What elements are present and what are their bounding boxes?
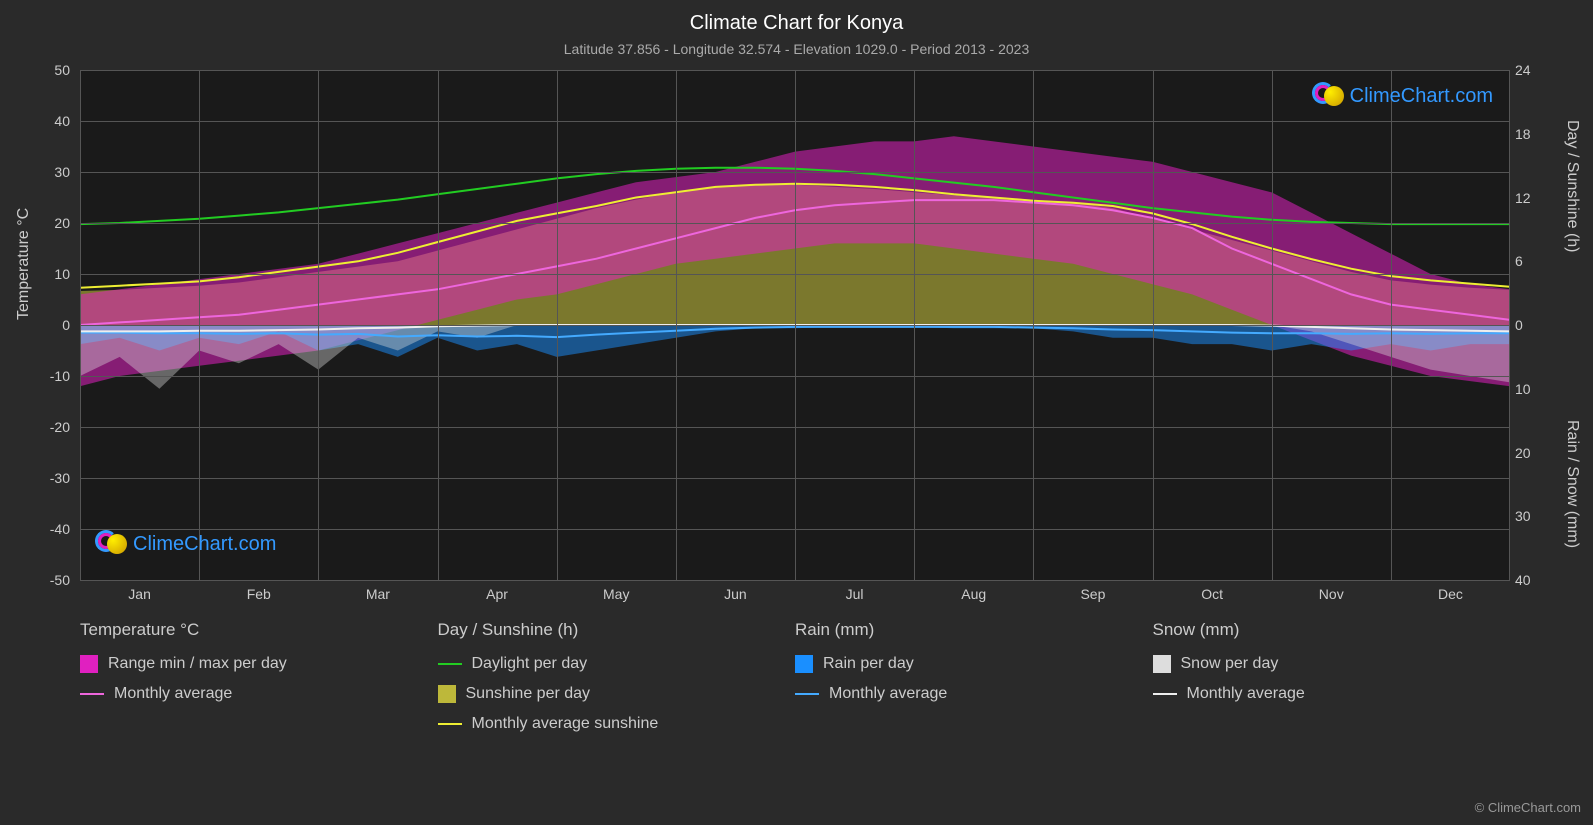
legend-swatch — [80, 693, 104, 695]
grid-line-vertical — [1033, 70, 1034, 580]
grid-line-vertical — [1153, 70, 1154, 580]
grid-line-vertical — [557, 70, 558, 580]
legend-label: Monthly average — [1187, 685, 1305, 703]
y-left-tick-label: 50 — [30, 62, 70, 78]
legend-column-rain: Rain (mm) Rain per day Monthly average — [795, 620, 1153, 745]
y-axis-right-top-title: Day / Sunshine (h) — [1563, 120, 1581, 253]
legend-column-temp: Temperature °C Range min / max per day Mon… — [80, 620, 438, 745]
y-right-bottom-tick-label: 10 — [1515, 381, 1550, 397]
legend-item: Monthly average — [795, 685, 1153, 703]
legend-label: Monthly average sunshine — [472, 715, 659, 733]
legend-item: Sunshine per day — [438, 685, 796, 703]
legend-label: Monthly average — [829, 685, 947, 703]
grid-line-vertical — [795, 70, 796, 580]
x-month-label: Jan — [128, 586, 151, 602]
climechart-logo-icon — [95, 530, 127, 558]
legend-item: Daylight per day — [438, 655, 796, 673]
plot-area: -50-40-30-20-100102030405006121824102030… — [80, 70, 1510, 580]
y-right-top-tick-label: 12 — [1515, 190, 1550, 206]
legend-header: Temperature °C — [80, 620, 438, 640]
grid-line-vertical — [676, 70, 677, 580]
legend-swatch — [438, 663, 462, 665]
grid-line-vertical — [80, 70, 81, 580]
legend-label: Range min / max per day — [108, 655, 287, 673]
grid-line-vertical — [318, 70, 319, 580]
legend-item: Snow per day — [1153, 655, 1511, 673]
x-month-label: Sep — [1080, 586, 1105, 602]
legend-swatch — [1153, 693, 1177, 695]
y-left-tick-label: -10 — [30, 368, 70, 384]
climate-chart: Climate Chart for Konya Latitude 37.856 … — [0, 0, 1593, 825]
x-month-label: Feb — [247, 586, 271, 602]
chart-title: Climate Chart for Konya — [0, 0, 1593, 35]
legend-swatch — [1153, 655, 1171, 673]
climechart-logo-icon — [1312, 82, 1344, 110]
y-left-tick-label: -50 — [30, 572, 70, 588]
legend-swatch — [438, 723, 462, 725]
y-right-top-tick-label: 24 — [1515, 62, 1550, 78]
legend: Temperature °C Range min / max per day Mon… — [80, 620, 1510, 745]
y-left-tick-label: 20 — [30, 215, 70, 231]
legend-item: Monthly average sunshine — [438, 715, 796, 733]
y-left-tick-label: 0 — [30, 317, 70, 333]
legend-header: Snow (mm) — [1153, 620, 1511, 640]
legend-label: Sunshine per day — [466, 685, 591, 703]
grid-line-horizontal — [80, 580, 1510, 581]
legend-item: Monthly average — [1153, 685, 1511, 703]
grid-line-vertical — [914, 70, 915, 580]
y-left-tick-label: 10 — [30, 266, 70, 282]
legend-label: Snow per day — [1181, 655, 1279, 673]
legend-column-snow: Snow (mm) Snow per day Monthly average — [1153, 620, 1511, 745]
legend-item: Monthly average — [80, 685, 438, 703]
legend-swatch — [795, 655, 813, 673]
x-month-label: Jun — [724, 586, 747, 602]
legend-swatch — [795, 693, 819, 695]
legend-swatch — [438, 685, 456, 703]
grid-line-vertical — [199, 70, 200, 580]
grid-line-vertical — [1391, 70, 1392, 580]
x-month-label: Apr — [486, 586, 508, 602]
legend-label: Daylight per day — [472, 655, 588, 673]
x-month-label: Dec — [1438, 586, 1463, 602]
y-right-top-tick-label: 18 — [1515, 126, 1550, 142]
x-month-label: Oct — [1201, 586, 1223, 602]
legend-label: Rain per day — [823, 655, 914, 673]
y-right-bottom-tick-label: 30 — [1515, 508, 1550, 524]
y-left-tick-label: 40 — [30, 113, 70, 129]
chart-subtitle: Latitude 37.856 - Longitude 32.574 - Ele… — [0, 35, 1593, 57]
x-month-label: Aug — [961, 586, 986, 602]
x-month-label: May — [603, 586, 629, 602]
grid-line-vertical — [1509, 70, 1510, 580]
x-month-label: Mar — [366, 586, 390, 602]
y-left-tick-label: -30 — [30, 470, 70, 486]
grid-line-vertical — [438, 70, 439, 580]
watermark-bottom-left: ClimeChart.com — [95, 530, 276, 558]
y-right-top-tick-label: 0 — [1515, 317, 1550, 333]
legend-item: Rain per day — [795, 655, 1153, 673]
legend-swatch — [80, 655, 98, 673]
y-left-tick-label: -40 — [30, 521, 70, 537]
y-right-top-tick-label: 6 — [1515, 253, 1550, 269]
y-left-tick-label: -20 — [30, 419, 70, 435]
legend-header: Rain (mm) — [795, 620, 1153, 640]
watermark-top-right: ClimeChart.com — [1312, 82, 1493, 110]
y-right-bottom-tick-label: 20 — [1515, 445, 1550, 461]
watermark-text: ClimeChart.com — [1350, 85, 1493, 108]
legend-label: Monthly average — [114, 685, 232, 703]
y-left-tick-label: 30 — [30, 164, 70, 180]
y-axis-right-bottom-title: Rain / Snow (mm) — [1563, 420, 1581, 548]
copyright: © ClimeChart.com — [1475, 800, 1581, 815]
y-right-bottom-tick-label: 40 — [1515, 572, 1550, 588]
legend-item: Range min / max per day — [80, 655, 438, 673]
legend-column-day: Day / Sunshine (h) Daylight per day Sunshi… — [438, 620, 796, 745]
grid-line-vertical — [1272, 70, 1273, 580]
x-month-label: Nov — [1319, 586, 1344, 602]
x-month-label: Jul — [846, 586, 864, 602]
legend-header: Day / Sunshine (h) — [438, 620, 796, 640]
watermark-text: ClimeChart.com — [133, 533, 276, 556]
